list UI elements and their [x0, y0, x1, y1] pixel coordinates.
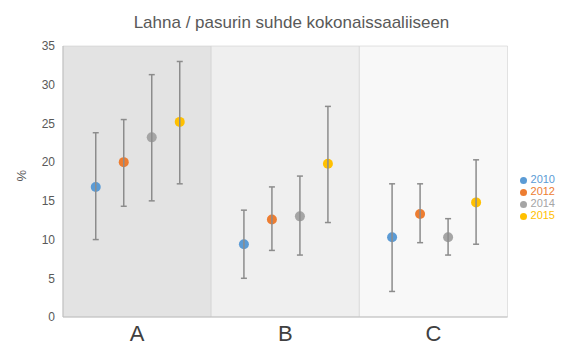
svg-text:30: 30: [42, 78, 56, 92]
svg-text:20: 20: [42, 155, 56, 169]
svg-text:A: A: [130, 321, 145, 346]
svg-text:5: 5: [48, 272, 55, 286]
svg-text:%: %: [14, 170, 29, 182]
svg-text:B: B: [278, 321, 293, 346]
svg-text:35: 35: [42, 39, 56, 53]
svg-text:C: C: [425, 321, 441, 346]
svg-text:15: 15: [42, 194, 56, 208]
html-text:Lahna / pasurin suhde kokonais: Lahna / pasurin suhde kokonaissaaliiseen: [133, 13, 450, 32]
svg-text:25: 25: [42, 117, 56, 131]
html-text:2014: 2014: [530, 197, 555, 209]
html-text:2015: 2015: [530, 209, 555, 221]
html-text:2012: 2012: [530, 185, 555, 197]
svg-text:10: 10: [42, 233, 56, 247]
svg-text:0: 0: [48, 310, 55, 324]
html-text:2010: 2010: [530, 173, 555, 185]
